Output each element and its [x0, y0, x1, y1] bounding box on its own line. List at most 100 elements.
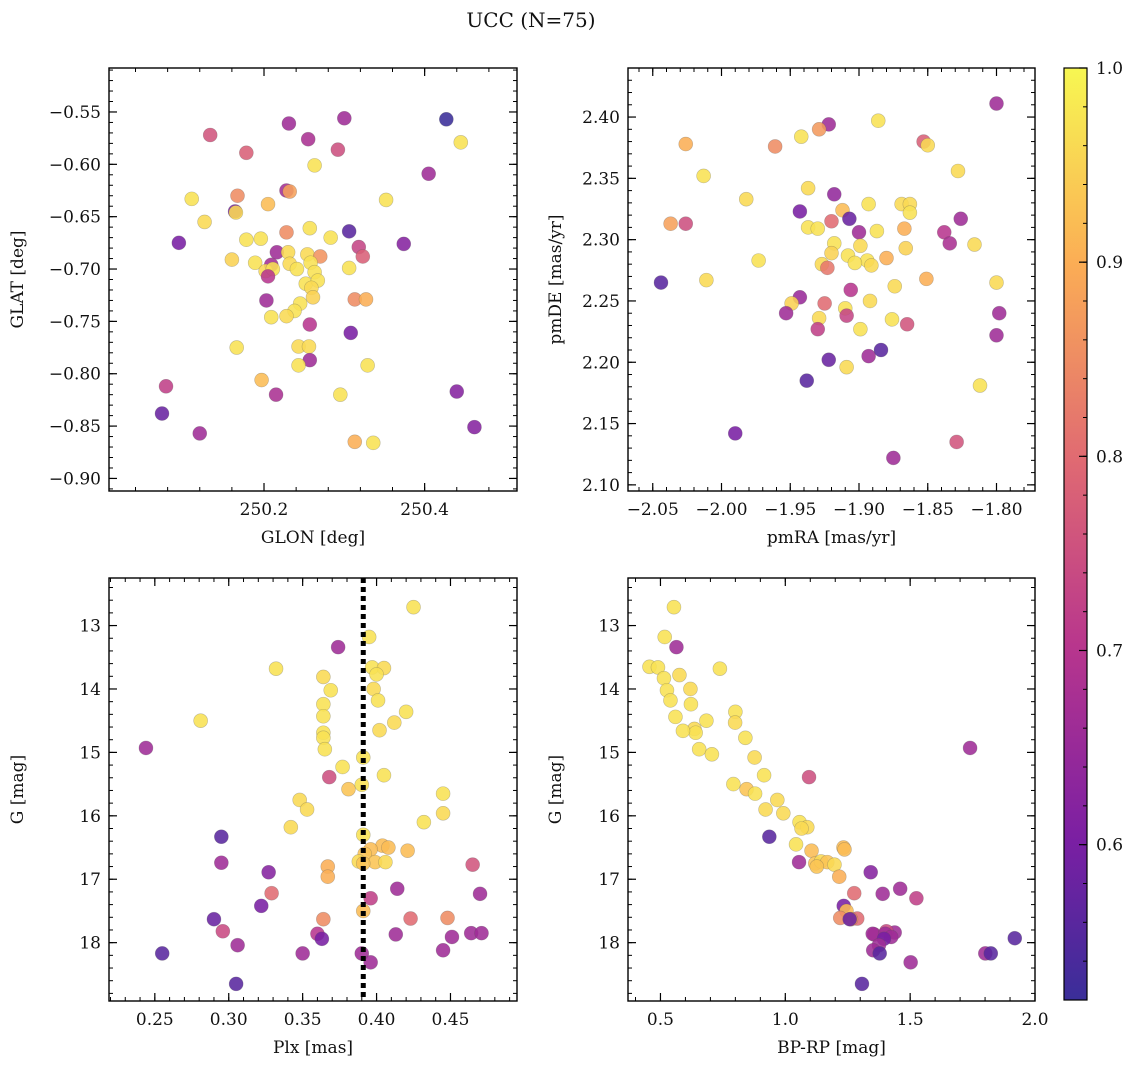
data-point [300, 131, 316, 147]
data-point [962, 740, 978, 756]
data-point [314, 931, 330, 947]
data-point [846, 885, 862, 901]
data-point [942, 236, 958, 251]
data-point [767, 139, 783, 154]
data-point [323, 230, 338, 245]
x-tick-label: 2.0 [1021, 1010, 1048, 1030]
data-point [301, 339, 317, 354]
data-point [341, 224, 357, 239]
x-tick-label: −1.85 [902, 500, 954, 520]
data-point [839, 359, 854, 375]
data-point [330, 639, 346, 655]
data-point [403, 911, 418, 926]
data-point [683, 681, 698, 697]
y-tick-label: 2.30 [582, 231, 620, 251]
x-axis-label: BP-RP [mag] [777, 1038, 886, 1058]
data-point [254, 372, 269, 388]
data-point [472, 886, 488, 902]
y-tick-label: 2.40 [582, 108, 620, 128]
data-point [406, 599, 421, 615]
data-point [793, 129, 809, 144]
data-point [253, 898, 269, 914]
x-tick-label: 0.40 [358, 1010, 396, 1030]
colorbar: 0.6 0.7 0.8 0.9 1.0 [1063, 59, 1123, 1001]
data-point [197, 214, 212, 230]
data-point [316, 911, 331, 927]
data-point [396, 236, 412, 252]
data-point [378, 854, 393, 870]
y-tick-label: 17 [598, 870, 620, 890]
colorbar-tick-label: 0.9 [1096, 253, 1123, 273]
data-point [699, 272, 714, 288]
data-point [302, 317, 318, 332]
data-point [791, 854, 807, 870]
data-points [642, 599, 1023, 992]
data-point [230, 937, 245, 953]
x-axis-label: Plx [mas] [273, 1038, 353, 1058]
data-point [333, 387, 348, 402]
data-point [321, 769, 337, 785]
data-point [279, 308, 294, 324]
data-point [820, 260, 835, 276]
data-point [983, 946, 999, 961]
data-point [663, 216, 678, 232]
data-point [898, 240, 914, 256]
data-point [653, 275, 669, 290]
data-point [870, 113, 886, 129]
data-point [214, 829, 229, 845]
x-axis-label: GLON [deg] [261, 528, 365, 548]
data-point [228, 205, 244, 220]
x-tick-label: 0.30 [210, 1010, 248, 1030]
data-point [672, 667, 687, 683]
data-point [341, 781, 356, 797]
data-point [869, 223, 885, 239]
data-point [853, 238, 868, 254]
data-points [154, 110, 482, 451]
data-point [770, 792, 785, 808]
data-point [239, 232, 254, 248]
data-point [726, 776, 741, 792]
data-point [810, 221, 826, 236]
data-point [762, 829, 777, 845]
data-point [335, 759, 350, 775]
data-point [230, 188, 245, 204]
data-points [653, 96, 1007, 466]
data-point [302, 220, 318, 236]
y-tick-label: 18 [598, 934, 620, 954]
data-point [800, 180, 816, 196]
data-point [919, 271, 934, 287]
data-point [853, 321, 868, 337]
data-point [738, 730, 753, 746]
data-point [656, 670, 672, 686]
data-point [337, 110, 352, 126]
data-point [747, 750, 762, 765]
data-point [899, 316, 915, 332]
data-point [675, 723, 691, 739]
data-point [776, 805, 791, 821]
data-point [261, 864, 276, 880]
data-point [801, 769, 817, 785]
x-tick-label: −1.80 [970, 500, 1022, 520]
y-tick-label: 17 [79, 870, 101, 890]
data-point [282, 184, 298, 199]
data-point [295, 946, 310, 961]
data-point [837, 842, 852, 857]
data-point [875, 886, 890, 902]
data-point [826, 186, 842, 202]
data-point [228, 976, 244, 992]
axes-frame [108, 577, 518, 1002]
data-point [861, 196, 876, 212]
data-point [799, 373, 815, 388]
colorbar-tick-label: 1.0 [1096, 59, 1123, 79]
data-point [843, 282, 859, 298]
data-point [751, 253, 766, 268]
y-tick-label: −0.70 [49, 260, 101, 280]
data-point [909, 890, 924, 906]
data-point [839, 308, 854, 323]
data-point [281, 116, 297, 131]
scatter-panel-1: 250.2 250.4 −0.90 −0.85 −0.80 −0.75 −0.70 −0.65… [8, 67, 518, 548]
data-point [215, 923, 231, 939]
data-point [193, 713, 208, 728]
data-point [206, 911, 222, 927]
data-point [259, 293, 274, 308]
